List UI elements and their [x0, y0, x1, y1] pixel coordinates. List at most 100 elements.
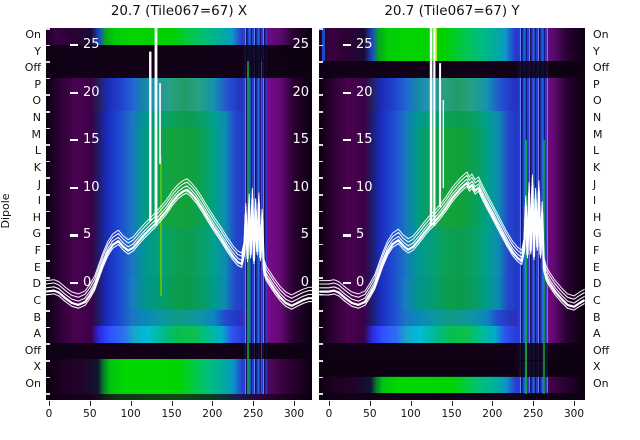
x-tick-label: 0	[45, 408, 53, 420]
x-tick	[212, 401, 214, 406]
power-trace	[46, 185, 312, 303]
value-tick-label: 10	[356, 179, 373, 195]
row-tick	[46, 277, 50, 279]
x-tick-label: 50	[83, 408, 97, 420]
row-tick	[319, 326, 323, 329]
dipole-label-right: L	[593, 144, 600, 158]
x-tick-label: 200	[202, 408, 223, 420]
heatmap-row-tail	[46, 394, 312, 400]
power-curve-layer	[46, 28, 312, 310]
value-tick-label: 0	[83, 275, 92, 290]
value-tick-dash	[70, 234, 78, 237]
value-tick-label: 5	[83, 227, 92, 243]
dipole-label-left: O	[32, 94, 41, 108]
value-tick-label-right: 5	[300, 227, 309, 243]
power-trace	[46, 181, 312, 299]
x-tick	[492, 401, 494, 406]
dipole-label-left: A	[33, 327, 41, 341]
row-tick	[319, 94, 323, 96]
value-tick-dash	[70, 44, 78, 47]
dipole-label-right: E	[593, 260, 600, 274]
dipole-label-left: Off	[24, 343, 41, 357]
heatmap-panel-y: 25 20 15 10 5 0	[319, 28, 585, 400]
row-tick	[46, 310, 50, 312]
row-tick	[319, 28, 323, 30]
x-tick	[451, 401, 453, 406]
dipole-label-right: G	[593, 227, 602, 241]
value-tick-label: 10	[83, 179, 100, 195]
dipole-label-right: On	[593, 28, 609, 41]
value-tick-label-right: 25	[292, 37, 309, 52]
row-tick	[46, 194, 50, 196]
value-tick-label-right: 15	[292, 132, 309, 148]
value-tick-dash	[343, 282, 351, 285]
x-tick	[253, 401, 255, 406]
vertical-line	[322, 28, 325, 62]
dipole-label-left: J	[37, 177, 41, 191]
x-axis-right: 0 50 100 150 200 250 300	[319, 400, 585, 428]
dipole-label-left: M	[31, 127, 42, 141]
dipole-label-right: B	[593, 310, 601, 324]
x-tick	[49, 401, 50, 406]
row-tick	[319, 360, 323, 362]
x-tick-label: 150	[441, 408, 462, 420]
heatmap-panel-x: 25 25 20 20 15 15 10 10 5 5 0 0	[46, 28, 312, 400]
row-tick	[46, 260, 50, 262]
row-tick	[319, 44, 323, 47]
row-tick	[319, 243, 323, 246]
dipole-label-left: L	[34, 144, 41, 158]
value-tick-label: 25	[83, 37, 100, 52]
row-tick	[46, 343, 50, 345]
dim-band	[46, 342, 312, 360]
row-tick	[319, 127, 323, 130]
dipole-label-right: P	[593, 77, 600, 91]
value-tick-label: 5	[356, 227, 365, 243]
x-tick-label: 0	[325, 408, 333, 420]
panel-x-title: 20.7 (Tile067=67) X	[110, 3, 248, 19]
value-tick-dash	[343, 186, 351, 189]
row-tick	[319, 393, 323, 395]
row-tick	[46, 28, 50, 30]
row-tick	[319, 144, 323, 146]
value-tick-dash	[70, 186, 78, 189]
row-tick	[319, 177, 323, 179]
vertical-line	[435, 28, 438, 62]
dipole-label-left: K	[33, 160, 41, 174]
dipole-label-left: I	[37, 194, 41, 208]
power-trace	[319, 171, 585, 297]
value-tick-label: 20	[356, 84, 373, 100]
x-tick	[533, 401, 535, 406]
x-tick-label: 100	[120, 408, 141, 420]
x-tick	[329, 401, 330, 406]
x-tick-label: 250	[523, 408, 544, 420]
dipole-label-left: On	[25, 377, 41, 391]
row-tick	[319, 61, 323, 63]
value-tick-label-right: 10	[292, 179, 309, 195]
row-tick	[46, 44, 50, 47]
dipole-label-right: K	[593, 160, 601, 174]
value-tick-dash	[343, 139, 351, 142]
dipole-label-right: On	[593, 377, 609, 391]
dipole-label-right: F	[593, 244, 600, 258]
value-tick-dash	[70, 139, 78, 142]
value-tick-label: 15	[356, 132, 373, 148]
row-tick	[46, 177, 50, 179]
dipole-label-left: D	[32, 277, 41, 291]
dipole-label-left: E	[34, 260, 41, 274]
dipole-label-left: X	[33, 360, 41, 374]
x-tick	[294, 401, 295, 406]
dim-band	[319, 392, 585, 400]
dipole-label-right: H	[593, 210, 602, 224]
row-tick	[46, 243, 50, 246]
dipole-label-right: M	[593, 127, 603, 141]
dim-band	[46, 61, 312, 79]
row-tick	[319, 77, 323, 80]
dim-band	[319, 61, 585, 79]
dipole-label-left: Y	[34, 44, 41, 58]
value-tick-label-right: 0	[300, 275, 309, 290]
dipole-label-right: Off	[593, 343, 610, 357]
x-tick	[410, 401, 412, 406]
row-tick	[46, 111, 50, 113]
dipole-label-right: N	[593, 111, 602, 125]
